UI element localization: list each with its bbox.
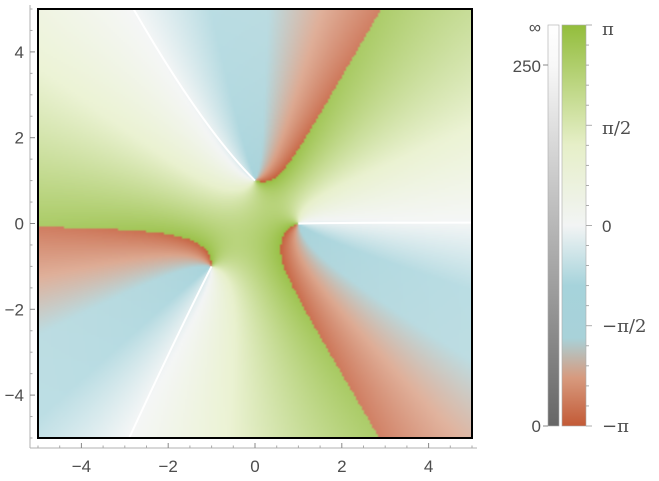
magnitude-label-infinity: ∞ [529,18,541,37]
phase-label-pi-half: π/2 [602,118,631,139]
magnitude-label-0: 0 [532,417,541,436]
magnitude-legend: ∞ 250 0 [513,18,560,436]
x-tick-label: −2 [159,457,178,476]
y-tick-label: 0 [15,215,24,234]
branch-cuts [128,8,473,439]
branch-cut-1 [298,221,473,225]
magnitude-colorbar [547,24,560,427]
y-tick-label: 4 [15,43,24,62]
phase-label-pi: π [602,19,614,40]
phase-colorbar [561,24,587,427]
phase-label-minus-pi-half: −π/2 [602,316,646,337]
y-tick-label: −2 [5,300,24,319]
axes: −4 −2 0 2 4 −4 −2 0 2 4 [5,5,477,476]
phase-label-minus-pi: −π [602,416,629,437]
branch-cut-2 [132,8,256,182]
y-tick-label: 2 [15,129,24,148]
x-ticks: −4 −2 0 2 4 [37,443,473,476]
y-tick-label: −4 [5,386,24,405]
magnitude-label-250: 250 [513,57,541,76]
x-tick-label: −4 [72,457,91,476]
x-tick-label: 2 [337,457,346,476]
phase-label-zero: 0 [602,217,611,236]
phase-ticks [586,24,592,427]
x-tick-label: 4 [424,457,433,476]
y-ticks: −4 −2 0 2 4 [5,8,35,439]
phase-legend: π π/2 0 −π/2 −π [561,19,646,437]
branch-cut-3 [128,265,213,439]
plot-frame [37,8,473,439]
plot-area [37,8,473,439]
x-tick-label: 0 [250,457,259,476]
